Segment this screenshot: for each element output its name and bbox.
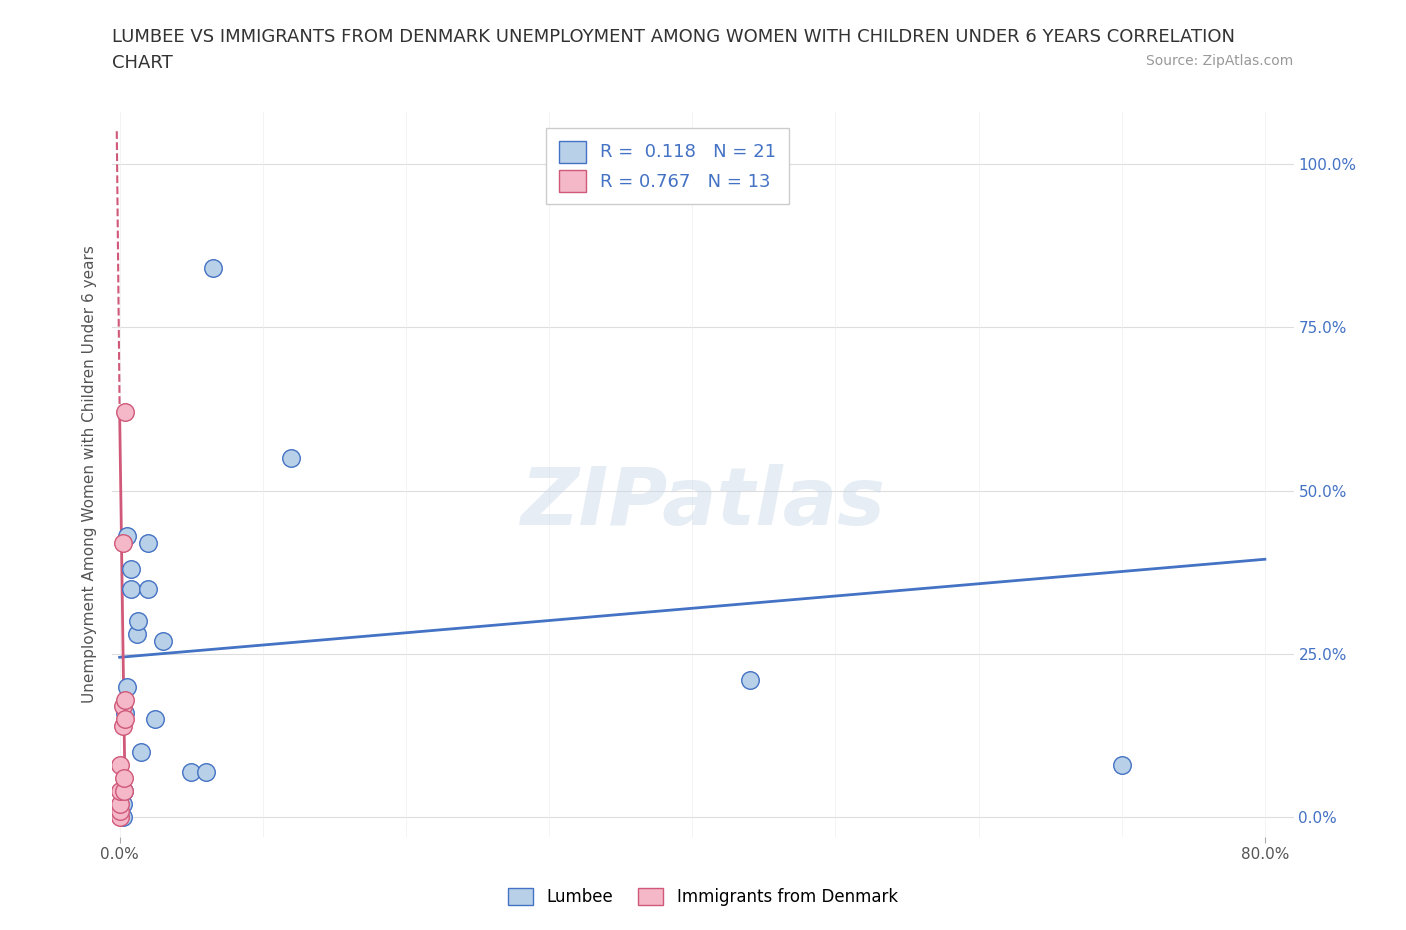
Point [112, 784, 135, 799]
Point [111, 719, 134, 734]
Point [127, 614, 149, 629]
Point [280, 450, 302, 465]
Point [108, 758, 131, 773]
Point [136, 581, 159, 596]
Point [108, 804, 131, 818]
Point [120, 562, 142, 577]
Point [112, 784, 135, 799]
Point [108, 784, 131, 799]
Point [111, 797, 134, 812]
Point [115, 529, 138, 544]
Point [125, 627, 148, 642]
Legend: R =  0.118   N = 21, R = 0.767   N = 13: R = 0.118 N = 21, R = 0.767 N = 13 [546, 128, 789, 205]
Point [111, 698, 134, 713]
Point [111, 810, 134, 825]
Point [112, 771, 135, 786]
Point [120, 581, 142, 596]
Point [152, 633, 174, 648]
Point [114, 405, 136, 419]
Point [108, 797, 131, 812]
Point [108, 810, 131, 825]
Point [114, 692, 136, 707]
Point [114, 712, 136, 727]
Point [115, 679, 138, 694]
Point [114, 705, 136, 720]
Point [136, 536, 159, 551]
Point [1111, 758, 1133, 773]
Point [180, 764, 202, 779]
Text: LUMBEE VS IMMIGRANTS FROM DENMARK UNEMPLOYMENT AMONG WOMEN WITH CHILDREN UNDER 6: LUMBEE VS IMMIGRANTS FROM DENMARK UNEMPL… [112, 28, 1236, 46]
Point [129, 745, 152, 760]
Text: Source: ZipAtlas.com: Source: ZipAtlas.com [1146, 54, 1294, 68]
Y-axis label: Unemployment Among Women with Children Under 6 years: Unemployment Among Women with Children U… [82, 246, 97, 703]
Point [111, 536, 134, 551]
Point [145, 712, 167, 727]
Point [194, 764, 217, 779]
Point [201, 261, 224, 276]
Text: ZIPatlas: ZIPatlas [520, 464, 886, 542]
Text: CHART: CHART [112, 54, 173, 72]
Legend: Lumbee, Immigrants from Denmark: Lumbee, Immigrants from Denmark [502, 881, 904, 912]
Point [738, 672, 761, 687]
